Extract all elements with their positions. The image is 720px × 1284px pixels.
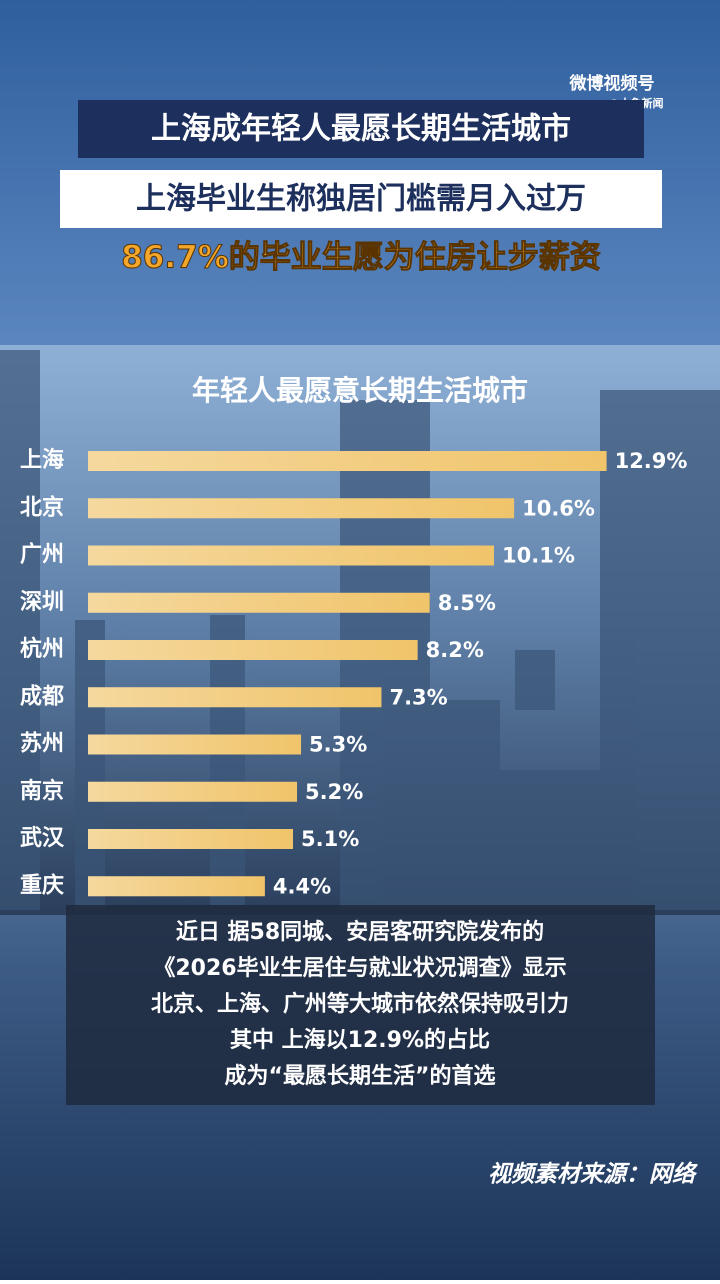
bar-shine	[88, 829, 294, 849]
value-label: 10.6%	[522, 496, 595, 520]
caption-line: 《2026毕业生居住与就业状况调查》显示	[153, 955, 566, 981]
buildings	[0, 350, 720, 910]
caption: 近日 据58同城、安居客研究院发布的《2026毕业生居住与就业状况调查》显示北京…	[151, 919, 569, 1089]
value-label: 10.1%	[502, 544, 575, 568]
category-label: 苏州	[20, 731, 64, 757]
plot: 上海 12.9% 北京 10.6% 广州 10.1% 深圳 8.5% 杭州 8.2% 成都 7.3% 苏…	[20, 447, 687, 898]
value-label: 8.5%	[438, 591, 496, 615]
value-label: 7.3%	[389, 685, 447, 709]
bar-shine	[88, 876, 265, 897]
value-label: 5.1%	[301, 827, 359, 851]
bar-shine	[88, 687, 382, 708]
bar-shine	[88, 640, 418, 660]
headline-box	[78, 100, 644, 158]
bar-shine	[88, 451, 607, 471]
chart-title: 年轻人最愿意长期生活城市	[192, 374, 528, 407]
caption-line: 北京、上海、广州等大城市依然保持吸引力	[151, 991, 569, 1017]
category-label: 成都	[20, 684, 64, 709]
source: 视频素材来源：网络	[488, 1161, 698, 1188]
value-label: 4.4%	[273, 874, 331, 898]
category-label: 杭州	[20, 636, 64, 662]
headline: 上海毕业生称独居门槛需月入过万	[136, 182, 586, 217]
headline-highlight: 86.7%的毕业生愿为住房让步薪资	[121, 240, 601, 276]
headline-box	[60, 170, 662, 228]
bar-shine	[88, 545, 495, 566]
caption-line: 其中 上海以12.9%的占比	[230, 1027, 490, 1053]
caption-line: 近日 据58同城、安居客研究院发布的	[176, 919, 544, 945]
category-label: 北京	[20, 494, 64, 520]
bar-shine	[88, 592, 430, 613]
category-label: 上海	[20, 447, 64, 473]
value-label: 5.3%	[309, 733, 367, 757]
category-label: 重庆	[20, 872, 64, 898]
category-label: 广州	[20, 542, 64, 568]
category-label: 深圳	[20, 590, 64, 615]
caption-line: 成为“最愿长期生活”的首选	[225, 1063, 496, 1089]
category-label: 南京	[20, 778, 64, 804]
category-label: 武汉	[20, 826, 65, 851]
value-label: 8.2%	[426, 638, 484, 662]
value-label: 12.9%	[615, 449, 688, 473]
headline: 上海成年轻人最愿长期生活城市	[151, 112, 571, 147]
caption-box	[66, 905, 655, 1105]
bar-shine	[88, 781, 298, 802]
watermark-platform: 微博视频号	[569, 73, 655, 94]
bar-shine	[88, 734, 302, 755]
bar-shine	[88, 498, 515, 519]
value-label: 5.2%	[305, 780, 363, 804]
